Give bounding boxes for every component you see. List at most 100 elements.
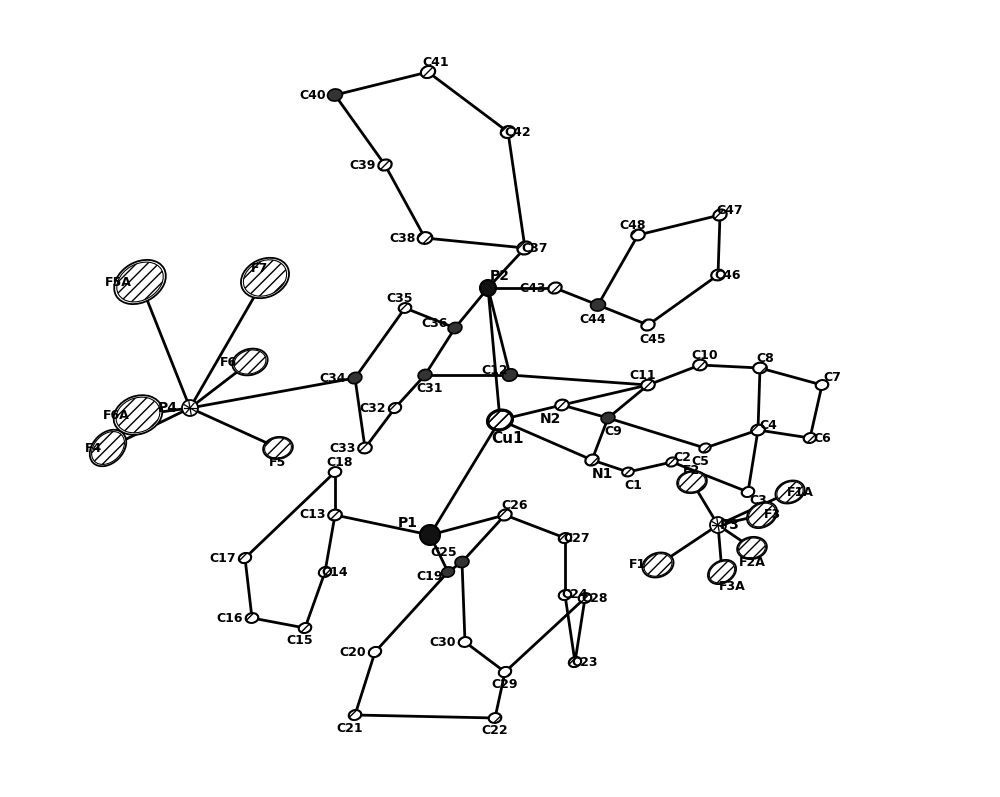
Ellipse shape [389, 402, 401, 413]
Text: C23: C23 [572, 655, 598, 669]
Ellipse shape [693, 359, 707, 371]
Text: C21: C21 [337, 721, 363, 735]
Text: F1A: F1A [787, 485, 813, 498]
Text: C11: C11 [630, 368, 656, 382]
Ellipse shape [232, 348, 268, 375]
Text: C18: C18 [327, 456, 353, 469]
Ellipse shape [489, 713, 501, 723]
Text: C41: C41 [423, 56, 449, 69]
Ellipse shape [499, 667, 511, 677]
Text: C17: C17 [210, 552, 236, 564]
Ellipse shape [747, 502, 777, 528]
Ellipse shape [348, 372, 362, 383]
Text: C43: C43 [520, 281, 546, 295]
Text: C40: C40 [300, 88, 326, 101]
Ellipse shape [555, 399, 569, 410]
Text: C8: C8 [756, 351, 774, 364]
Text: C5: C5 [691, 454, 709, 468]
Ellipse shape [378, 159, 392, 171]
Text: C20: C20 [340, 646, 366, 658]
Text: F2A: F2A [739, 556, 765, 568]
Ellipse shape [114, 260, 166, 304]
Text: P1: P1 [398, 516, 418, 530]
Ellipse shape [569, 657, 581, 667]
Ellipse shape [713, 210, 727, 221]
Text: C39: C39 [350, 159, 376, 171]
Text: F4: F4 [84, 442, 102, 454]
Text: C13: C13 [300, 508, 326, 521]
Ellipse shape [90, 430, 126, 466]
Ellipse shape [241, 257, 289, 298]
Ellipse shape [641, 379, 655, 391]
Ellipse shape [418, 232, 432, 244]
Ellipse shape [498, 509, 512, 520]
Ellipse shape [816, 380, 828, 390]
Ellipse shape [711, 269, 725, 281]
Text: C24: C24 [562, 588, 588, 602]
Text: P2: P2 [490, 269, 510, 283]
Text: C47: C47 [717, 203, 743, 217]
Ellipse shape [369, 647, 381, 658]
Ellipse shape [585, 454, 599, 465]
Ellipse shape [442, 567, 454, 577]
Ellipse shape [622, 468, 634, 477]
Ellipse shape [487, 410, 513, 430]
Ellipse shape [349, 710, 361, 720]
Ellipse shape [246, 613, 258, 623]
Ellipse shape [742, 487, 754, 497]
Ellipse shape [319, 567, 331, 577]
Ellipse shape [455, 556, 469, 567]
Text: Cu1: Cu1 [492, 430, 524, 446]
Text: C6: C6 [813, 431, 831, 445]
Ellipse shape [753, 363, 767, 374]
Text: C15: C15 [287, 634, 313, 647]
Ellipse shape [263, 437, 293, 459]
Text: P4: P4 [158, 401, 178, 415]
Text: C46: C46 [715, 269, 741, 281]
Ellipse shape [559, 590, 571, 600]
Text: C28: C28 [582, 591, 608, 604]
Ellipse shape [517, 241, 533, 255]
Ellipse shape [299, 623, 311, 633]
Ellipse shape [480, 280, 496, 296]
Text: C16: C16 [217, 611, 243, 625]
Text: C34: C34 [320, 371, 346, 384]
Ellipse shape [459, 637, 471, 647]
Text: C27: C27 [564, 532, 590, 544]
Ellipse shape [421, 66, 435, 78]
Ellipse shape [501, 126, 515, 138]
Text: C4: C4 [759, 418, 777, 431]
Text: C45: C45 [640, 332, 666, 346]
Text: C10: C10 [692, 348, 718, 362]
Ellipse shape [804, 433, 816, 443]
Text: C1: C1 [624, 478, 642, 492]
Text: C12: C12 [482, 363, 508, 376]
Text: C33: C33 [330, 442, 356, 454]
Ellipse shape [418, 369, 432, 381]
Ellipse shape [329, 467, 341, 477]
Text: F1: F1 [629, 559, 647, 571]
Text: C36: C36 [422, 316, 448, 329]
Text: C9: C9 [604, 425, 622, 438]
Text: C29: C29 [492, 678, 518, 692]
Ellipse shape [751, 425, 765, 435]
Text: C30: C30 [430, 635, 456, 649]
Text: C32: C32 [360, 402, 386, 414]
Text: F6A: F6A [103, 409, 129, 422]
Ellipse shape [591, 299, 605, 311]
Ellipse shape [708, 559, 736, 584]
Text: C38: C38 [390, 231, 416, 245]
Text: C2: C2 [673, 450, 691, 464]
Text: C19: C19 [417, 571, 443, 583]
Text: C22: C22 [482, 724, 508, 737]
Text: C7: C7 [823, 371, 841, 383]
Ellipse shape [601, 412, 615, 424]
Text: N1: N1 [591, 467, 613, 481]
Ellipse shape [448, 323, 462, 334]
Text: N2: N2 [539, 412, 561, 426]
Ellipse shape [677, 471, 707, 493]
Ellipse shape [503, 369, 517, 381]
Ellipse shape [358, 442, 372, 453]
Text: F2: F2 [683, 464, 701, 477]
Ellipse shape [548, 282, 562, 294]
